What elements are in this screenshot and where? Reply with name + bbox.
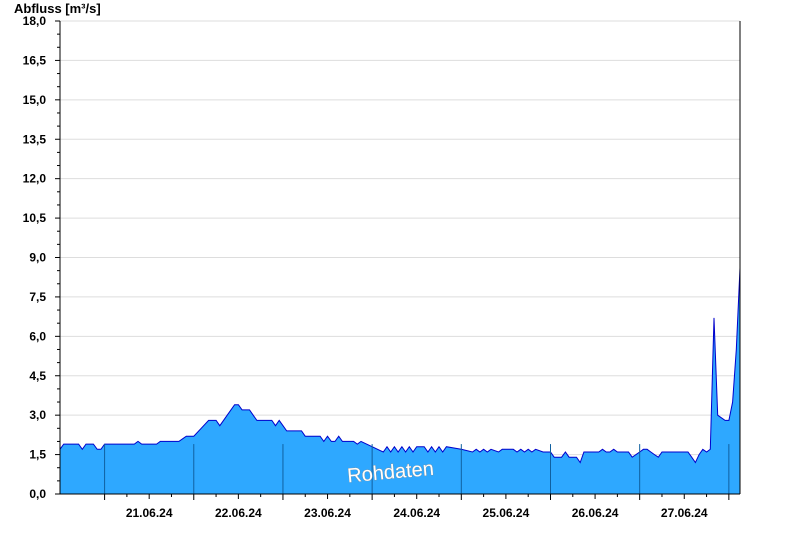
x-tick-label: 23.06.24: [304, 506, 351, 520]
y-tick-label: 3,0: [29, 408, 46, 422]
y-tick-label: 13,5: [23, 132, 47, 146]
x-ticks: 21.06.24 22.06.24 23.06.24 24.06.24 25.06.24…: [104, 494, 730, 520]
y-tick-label: 16,5: [23, 53, 47, 67]
x-tick-label: 26.06.24: [572, 506, 619, 520]
x-tick-label: 25.06.24: [483, 506, 530, 520]
y-tick-label: 10,5: [23, 211, 47, 225]
grid: [60, 20, 740, 456]
x-tick-label: 27.06.24: [661, 506, 708, 520]
discharge-line: [59, 267, 741, 464]
y-tick-label: 1,5: [29, 448, 46, 462]
y-tick-label: 0,0: [29, 487, 46, 501]
y-ticks: 0,0 1,5 3,0 4,5 6,0 7,5 9,0 10,5 12,0 13,5 15,0 16,…: [23, 14, 60, 501]
y-tick-label: 15,0: [23, 93, 47, 107]
x-tick-label: 22.06.24: [215, 506, 262, 520]
x-tick-label: 24.06.24: [393, 506, 440, 520]
y-tick-label: 9,0: [29, 251, 46, 265]
y-tick-label: 7,5: [29, 290, 46, 304]
y-axis-label: Abfluss [m³/s]: [14, 1, 101, 16]
y-tick-label: 6,0: [29, 329, 46, 343]
y-tick-label: 18,0: [23, 14, 47, 28]
x-tick-label: 21.06.24: [126, 506, 173, 520]
day-separators: [104, 444, 730, 494]
y-tick-label: 4,5: [29, 369, 46, 383]
discharge-area: [60, 268, 740, 494]
y-tick-label: 12,0: [23, 172, 47, 186]
